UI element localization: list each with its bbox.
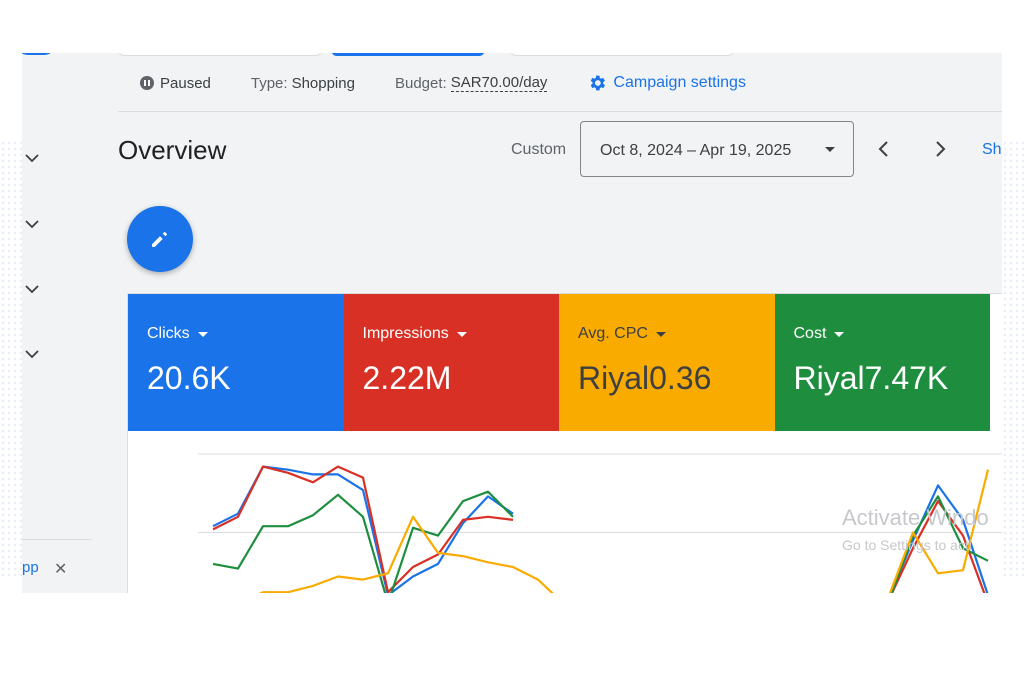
- metric-value: Riyal0.36: [578, 360, 712, 396]
- status-indicator[interactable]: Paused: [140, 75, 211, 92]
- type-label: Type:: [250, 74, 288, 92]
- decorative-dots: [1002, 140, 1024, 580]
- budget-value[interactable]: SAR70.00/day: [450, 74, 548, 92]
- campaign-status-row: Paused Type: Shopping Budget: SAR70.00/d…: [140, 71, 786, 95]
- dropdown-arrow-icon: [197, 331, 208, 337]
- metric-tile-cost[interactable]: Cost Riyal7.47K: [774, 294, 990, 431]
- sidebar-divider: [22, 539, 92, 540]
- metric-name: Cost: [793, 325, 827, 342]
- metric-tiles: Clicks 20.6K Impressions 2.22M Avg. CPC …: [128, 294, 990, 431]
- dropdown-arrow-icon: [456, 331, 467, 337]
- chevron-down-icon[interactable]: [24, 150, 40, 166]
- campaign-settings-label: Campaign settings: [613, 74, 746, 91]
- date-range-label: Custom: [511, 141, 567, 158]
- gear-icon: [591, 75, 606, 91]
- app-indicator: [22, 53, 56, 55]
- series-line-1: [212, 465, 986, 593]
- activation-watermark: Activate Windo: [842, 505, 989, 530]
- metric-name: Clicks: [147, 325, 190, 342]
- campaign-budget: Budget: SAR70.00/day: [394, 74, 548, 92]
- series-line-2: [212, 490, 989, 593]
- chevron-down-icon[interactable]: [24, 346, 40, 362]
- activation-watermark-subtext: Go to Settings to acti: [842, 537, 972, 553]
- pencil-icon: [152, 232, 167, 247]
- top-tab[interactable]: [510, 53, 734, 56]
- page-title: Overview: [118, 135, 227, 165]
- metric-tile-clicks[interactable]: Clicks 20.6K: [128, 294, 344, 431]
- chevron-down-icon[interactable]: [24, 216, 40, 232]
- top-tab[interactable]: [118, 53, 322, 56]
- metric-value: Riyal7.47K: [793, 360, 949, 396]
- sidebar: pp ✕: [22, 53, 113, 593]
- chevron-left-icon[interactable]: [872, 137, 896, 161]
- sidebar-app-link[interactable]: pp: [22, 559, 39, 576]
- show-link[interactable]: Sh: [982, 141, 1002, 158]
- close-icon[interactable]: ✕: [54, 561, 68, 578]
- metric-tile-impressions[interactable]: Impressions 2.22M: [343, 294, 559, 431]
- date-range-value: Oct 8, 2024 – Apr 19, 2025: [600, 142, 792, 159]
- metric-name: Impressions: [362, 325, 449, 342]
- campaign-settings-link[interactable]: Campaign settings: [587, 73, 746, 93]
- divider: [118, 111, 1002, 112]
- decorative-dots: [0, 140, 22, 580]
- top-tab-active[interactable]: [331, 53, 485, 56]
- metric-value: 20.6K: [147, 360, 231, 396]
- dropdown-arrow-icon: [825, 147, 835, 152]
- chevron-right-icon[interactable]: [928, 137, 952, 161]
- performance-card: Clicks 20.6K Impressions 2.22M Avg. CPC …: [127, 293, 1002, 593]
- pause-icon: [140, 76, 154, 90]
- app-frame: pp ✕ Paused Type: Shopping Budget: SAR70…: [22, 53, 1002, 593]
- chevron-down-icon[interactable]: [24, 281, 40, 297]
- metric-tile-avg-cpc[interactable]: Avg. CPC Riyal0.36: [559, 294, 775, 431]
- dropdown-arrow-icon: [655, 331, 666, 337]
- date-range-picker[interactable]: Oct 8, 2024 – Apr 19, 2025: [580, 121, 854, 177]
- campaign-type: Type: Shopping: [251, 75, 355, 92]
- metric-name: Avg. CPC: [578, 325, 648, 342]
- type-value: Shopping: [291, 74, 355, 92]
- performance-chart: [198, 453, 1002, 593]
- metric-value: 2.22M: [362, 360, 452, 396]
- status-text: Paused: [160, 74, 211, 92]
- series-line-3: [258, 469, 990, 593]
- edit-button[interactable]: [127, 206, 193, 272]
- dropdown-arrow-icon: [834, 331, 845, 337]
- budget-label: Budget:: [394, 74, 447, 92]
